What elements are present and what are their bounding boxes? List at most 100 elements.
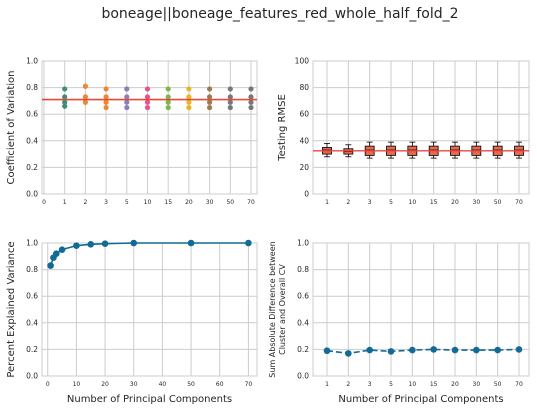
- y-tick-label: 20: [299, 163, 309, 172]
- x-tick-label: 70: [247, 199, 255, 206]
- y-tick-label: 0.8: [297, 265, 309, 274]
- difference-line: [326, 348, 520, 355]
- x-tick-label: 30: [473, 381, 481, 388]
- cv-point: [207, 94, 213, 100]
- x-tick-label: 15: [430, 199, 438, 206]
- x-tick-label: 2: [83, 199, 87, 206]
- y-tick-label: 0.2: [26, 345, 38, 354]
- plot-area: [312, 60, 530, 195]
- cv-point: [103, 99, 109, 105]
- cv-point: [103, 104, 109, 111]
- y-tick-label: 0.2: [26, 163, 38, 172]
- cv-point: [82, 83, 88, 89]
- x-tick-label: 30: [130, 381, 138, 388]
- variance-point: [47, 262, 54, 269]
- x-tick-label: 50: [494, 199, 502, 206]
- figure-title: boneage||boneage_features_red_whole_half…: [101, 6, 458, 22]
- x-tick-label: 5: [125, 199, 129, 206]
- x-tick-label: 10: [409, 199, 417, 206]
- variance-point: [101, 240, 109, 247]
- y-tick-label: 0: [304, 190, 309, 199]
- y-tick-label: 0.8: [26, 265, 38, 274]
- x-tick-label: 20: [451, 199, 459, 206]
- y-tick-label: 0.4: [26, 318, 38, 327]
- x-tick-label: 2: [346, 199, 350, 206]
- y-tick-label: 100: [295, 57, 310, 66]
- variance-point: [130, 239, 138, 247]
- x-tick-label: 5: [389, 199, 393, 206]
- cv-point: [186, 99, 192, 105]
- panel-4: 0.0 0.2 0.4 0.6 0.8 1.0 1 2 3 5 10 15 20 30 50 70 Sum Ab…: [268, 239, 530, 405]
- y-tick-label: 0.0: [26, 372, 38, 381]
- cv-point: [165, 94, 171, 100]
- difference-point: [494, 346, 501, 354]
- cv-point: [248, 99, 254, 105]
- y-axis-label: Coefficient of Variation: [6, 71, 17, 185]
- variance-point: [187, 239, 195, 247]
- x-tick-label: 0: [46, 381, 50, 388]
- difference-point: [515, 346, 523, 353]
- y-tick-label: 0.0: [297, 372, 309, 381]
- cv-point: [248, 104, 254, 111]
- x-tick-label: 1: [63, 199, 67, 206]
- plot-area: [312, 242, 530, 377]
- cv-point: [248, 86, 254, 92]
- y-tick-label: 60: [299, 110, 309, 119]
- x-tick-label: 40: [159, 381, 167, 388]
- cv-point: [124, 94, 130, 100]
- y-axis-label: Cluster and Overall CV: [278, 264, 287, 355]
- x-tick-label: 70: [515, 381, 523, 388]
- y-axis-label: Testing RMSE: [277, 94, 288, 162]
- cv-point: [165, 99, 171, 105]
- y-tick-label: 40: [299, 136, 309, 145]
- cv-point: [227, 86, 233, 92]
- cv-point: [186, 86, 192, 92]
- cv-point: [82, 99, 88, 105]
- variance-point: [58, 246, 66, 253]
- cv-point: [207, 104, 213, 111]
- cv-point: [62, 94, 68, 100]
- difference-point: [430, 346, 437, 353]
- x-tick-label: 60: [216, 381, 224, 388]
- x-tick-label: 50: [187, 381, 195, 388]
- x-tick-label: 3: [104, 199, 108, 206]
- y-tick-label: 0.2: [297, 345, 309, 354]
- plot-area: [41, 242, 258, 377]
- y-tick-label: 0.4: [297, 318, 309, 327]
- cv-point: [103, 86, 109, 92]
- cv-point: [124, 86, 130, 92]
- x-tick-label: 10: [409, 381, 417, 388]
- cv-point: [186, 104, 192, 111]
- cv-point: [144, 104, 151, 111]
- x-tick-label: 70: [515, 199, 523, 206]
- x-tick-label: 5: [389, 381, 393, 388]
- x-tick-label: 30: [473, 199, 481, 206]
- cv-point: [124, 104, 130, 111]
- x-tick-label: 15: [430, 381, 438, 388]
- variance-point: [73, 242, 80, 249]
- x-tick-label: 50: [494, 381, 502, 388]
- cv-point: [165, 104, 171, 111]
- plot-area: [41, 60, 258, 195]
- y-tick-label: 0.8: [26, 83, 38, 92]
- x-tick-label: 70: [245, 381, 253, 388]
- y-axis-label: Sum Absolute Difference between: [268, 241, 277, 377]
- panel-2: 0 20 40 60 80 100 1 2 3 5 10 15 20 30 50 70 Testing RMSE: [277, 57, 530, 206]
- x-tick-label: 1: [325, 199, 329, 206]
- y-tick-label: 80: [299, 83, 309, 92]
- cv-point: [186, 94, 192, 100]
- difference-point: [345, 350, 352, 357]
- y-tick-label: 1.0: [26, 239, 38, 248]
- y-axis-label: Percent Explained Variance: [6, 241, 17, 377]
- x-axis-label: Number of Principal Components: [338, 394, 503, 405]
- difference-point: [473, 346, 480, 354]
- cv-point: [103, 94, 109, 100]
- x-tick-label: 20: [451, 381, 459, 388]
- x-tick-label: 30: [206, 199, 214, 206]
- x-tick-label: 3: [368, 381, 372, 388]
- difference-point: [387, 348, 395, 355]
- x-tick-label: 10: [73, 381, 81, 388]
- cv-point: [227, 99, 233, 105]
- variance-point: [245, 239, 252, 247]
